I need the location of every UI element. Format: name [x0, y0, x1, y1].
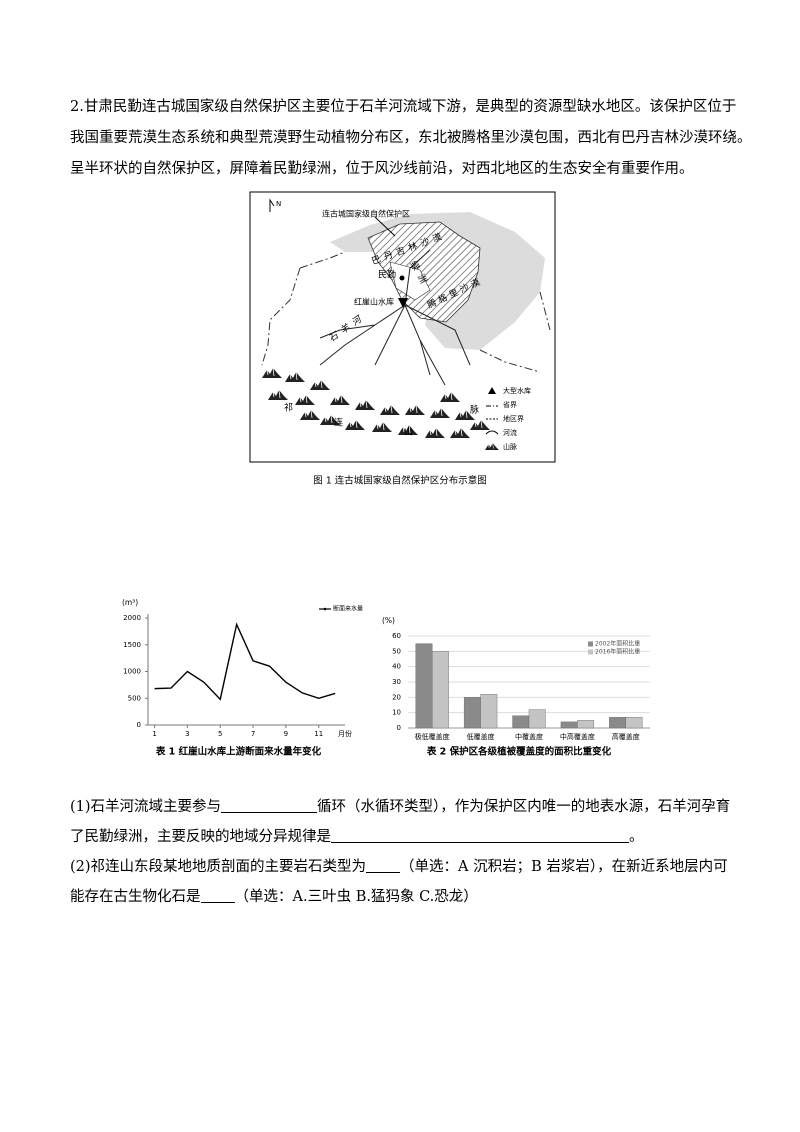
question-text: （单选：A.三叶虫 B.猛犸象 C.恐龙） — [234, 889, 478, 905]
x-axis-label: 月份 — [338, 729, 352, 738]
bar — [609, 717, 626, 729]
x-tick-label: 7 — [251, 730, 255, 738]
map-label: 山 — [404, 427, 413, 438]
legend-label: 2002年面积比重 — [595, 640, 640, 648]
y-tick-label: 40 — [392, 663, 401, 671]
bar — [432, 651, 449, 729]
x-tick-label: 中覆盖度 — [515, 732, 543, 741]
reserve-area — [367, 221, 481, 323]
map-legend: 大型水库 省界 地区界 河流 山脉 — [485, 386, 531, 451]
y-tick-label: 1000 — [123, 668, 141, 676]
intro-line: 2.甘肃民勤连古城国家级自然保护区主要位于石羊河流域下游，是典型的资源型缺水地区… — [70, 99, 737, 115]
x-tick-label: 低覆盖度 — [467, 732, 495, 741]
y-tick-label: 2000 — [123, 614, 141, 622]
legend-label: 大型水库 — [503, 386, 531, 395]
bar — [480, 694, 498, 729]
question-text: 循环（水循环类型），作为保护区内唯一的地表水源，石羊河孕育了民勤绿洲，主要反映的… — [70, 799, 731, 845]
y-tick-label: 50 — [392, 647, 401, 655]
y-axis-label: (m³) — [122, 598, 138, 607]
bar — [512, 715, 530, 729]
bar — [560, 721, 578, 729]
y-axis-label: (%) — [382, 616, 395, 625]
legend-label: 河流 — [503, 428, 517, 437]
legend-swatch — [588, 641, 593, 647]
city — [399, 275, 405, 281]
north: N — [276, 200, 281, 208]
line — [154, 622, 336, 701]
intro-line: 呈半环状的自然保护区，屏障着民勤绿洲，位于风沙线前沿，对西北地区的生态安全有重要… — [70, 161, 694, 177]
question: (1)石羊河流域主要参与 循环（水循环类型），作为保护区内唯一的地表水源，石羊河孕… — [70, 792, 735, 852]
x-tick-label: 11 — [314, 730, 323, 738]
map-label: 红崖山水库 — [354, 297, 394, 307]
chart-caption: 表 2 保护区各级植被覆盖度的面积比重变化 — [426, 746, 612, 758]
map-label: 脉 — [470, 404, 479, 416]
legend-swatch — [323, 607, 327, 611]
y-tick-label: 0 — [137, 721, 141, 729]
y-tick-label: 10 — [392, 709, 401, 717]
reservoir-symbol — [398, 298, 408, 308]
legend-label: 2016年面积比重 — [595, 648, 640, 656]
y-tick-label: 500 — [128, 694, 141, 702]
map-label: 民勤 — [378, 269, 396, 281]
rivers — [319, 249, 471, 386]
y-tick-label: 20 — [392, 693, 401, 701]
legend-label: 地区界 — [503, 414, 524, 423]
question-text: (1)石羊河流域主要参与 — [70, 799, 222, 815]
oasis — [389, 261, 431, 301]
x-tick-label: 极低覆盖度 — [415, 732, 450, 741]
bar — [625, 717, 643, 729]
answer-blank[interactable] — [366, 856, 401, 873]
question-text: (2)祁连山东段某地地质剖面的主要岩石类型为 — [70, 859, 367, 875]
x-tick-label: 1 — [152, 730, 156, 738]
map-label: 连古城国家级自然保护区 — [322, 209, 410, 219]
question-text: 。 — [629, 829, 644, 845]
leader — [374, 216, 396, 237]
intro-line: 我国重要荒漠生态系统和典型荒漠野生动植物分布区，东北被腾格里沙漠包围，西北有巴丹… — [70, 130, 752, 146]
y-tick-label: 60 — [392, 632, 401, 640]
intro: 2.甘肃民勤连古城国家级自然保护区主要位于石羊河流域下游，是典型的资源型缺水地区… — [70, 92, 752, 185]
legend-label: 省界 — [503, 400, 517, 409]
bar — [463, 697, 481, 729]
legend-label: 山脉 — [503, 442, 517, 451]
x-tick-label: 9 — [284, 730, 288, 738]
x-tick-label: 5 — [218, 730, 222, 738]
map-caption: 图 1 连古城国家级自然保护区分布示意图 — [313, 475, 487, 487]
x-tick-label: 中高覆盖度 — [560, 732, 595, 741]
question: (2)祁连山东段某地地质剖面的主要岩石类型为 （单选：A 沉积岩；B 岩浆岩），在… — [70, 852, 735, 912]
legend-label: 断面来水量 — [333, 605, 363, 613]
bar — [528, 709, 546, 729]
map: N 连古城国家级自然保护区 巴丹吉林沙漠 腾格里沙漠 民勤 绿洲 红崖山水库 石… — [249, 191, 556, 487]
chart-caption: 表 1 红崖山水库上游断面来水量年变化 — [155, 746, 322, 758]
map-label: 连 — [334, 417, 343, 429]
answer-blank[interactable] — [200, 886, 235, 903]
question-text: （单选：A 沉积岩；B 岩浆岩），在新近系地层内可能存在古生物化石是 — [70, 859, 728, 905]
bar — [415, 643, 433, 729]
answer-blank[interactable] — [221, 796, 318, 813]
legend-swatch — [588, 649, 593, 655]
north-arrow — [269, 198, 275, 212]
map-label: 祁 — [284, 402, 293, 414]
bar — [577, 720, 595, 729]
y-tick-label: 30 — [392, 678, 401, 686]
y-tick-label: 1500 — [123, 641, 141, 649]
y-tick-label: 0 — [397, 724, 401, 732]
answer-blank[interactable] — [331, 826, 629, 843]
x-tick-label: 3 — [185, 730, 189, 738]
x-tick-label: 高覆盖度 — [612, 732, 640, 741]
